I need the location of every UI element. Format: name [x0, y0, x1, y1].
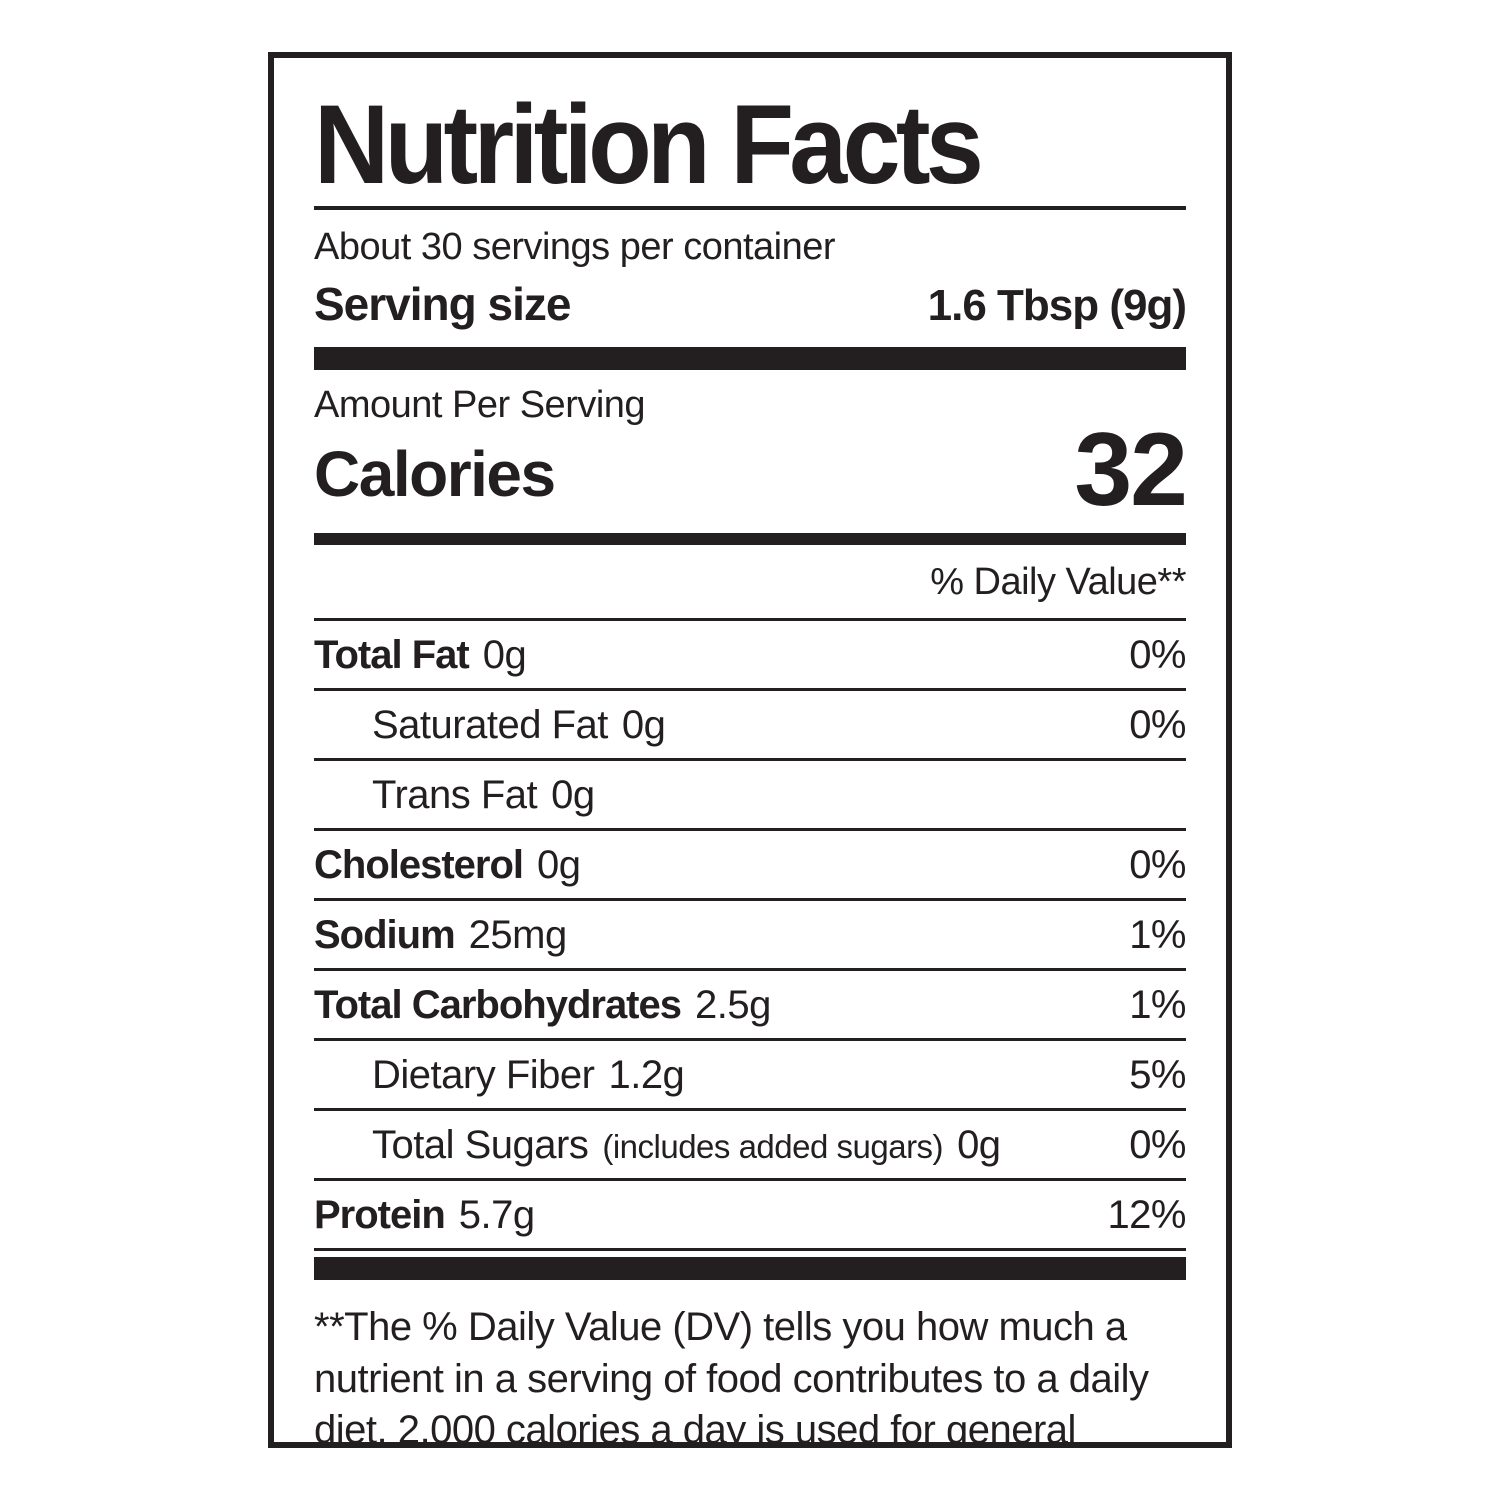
nutrition-facts-label: Nutrition Facts About 30 servings per co… — [268, 52, 1232, 1448]
nutrient-name: Sodium — [314, 913, 456, 958]
daily-value-footnote: **The % Daily Value (DV) tells you how m… — [314, 1305, 1149, 1448]
nutrient-name: Trans Fat — [372, 773, 538, 818]
nutrient-amount: 1.2g — [608, 1053, 685, 1098]
serving-size-label: Serving size — [314, 277, 571, 330]
nutrient-row-total-carbohydrates: Total Carbohydrates 2.5g 1% — [314, 971, 1186, 1042]
nutrient-dv: 1% — [1129, 913, 1186, 958]
nutrient-amount: 5.7g — [458, 1193, 535, 1238]
nutrient-row-dietary-fiber: Dietary Fiber 1.2g 5% — [314, 1041, 1186, 1112]
nutrient-dv: 0% — [1129, 633, 1186, 678]
section-bar-calories — [314, 533, 1186, 546]
nutrient-name: Protein — [314, 1193, 446, 1238]
nutrient-row-saturated-fat: Saturated Fat 0g 0% — [314, 691, 1186, 762]
nutrient-dv: 1% — [1129, 983, 1186, 1028]
section-bar-bottom — [314, 1257, 1186, 1281]
nutrient-amount: 0g — [957, 1123, 1001, 1168]
nutrient-dv: 5% — [1129, 1053, 1186, 1098]
nutrient-amount: 0g — [537, 843, 581, 888]
nutrient-dv: 12% — [1107, 1193, 1186, 1238]
nutrient-row-total-fat: Total Fat 0g 0% — [314, 621, 1186, 692]
nutrient-row-cholesterol: Cholesterol 0g 0% — [314, 831, 1186, 902]
calories-row: Calories 32 — [314, 411, 1188, 528]
nutrient-name: Saturated Fat — [372, 703, 608, 748]
nutrient-amount: 0g — [621, 703, 666, 748]
nutrient-amount: 0g — [482, 633, 527, 678]
nutrient-amount: 2.5g — [695, 983, 771, 1028]
nutrient-amount: 0g — [551, 773, 595, 818]
nutrient-row-protein: Protein 5.7g 12% — [314, 1181, 1186, 1252]
serving-size-row: Serving size 1.6 Tbsp (9g) — [314, 277, 1187, 331]
amount-per-serving-label: Amount Per Serving — [314, 383, 646, 426]
nutrient-row-sodium: Sodium 25mg 1% — [314, 901, 1186, 972]
calories-label: Calories — [314, 438, 556, 511]
nutrient-note: (includes added sugars) — [602, 1128, 944, 1166]
nutrient-name: Total Sugars — [372, 1123, 589, 1168]
daily-value-header: % Daily Value** — [314, 545, 1187, 622]
label-title: Nutrition Facts — [314, 82, 984, 207]
servings-per-container: About 30 servings per container — [314, 225, 836, 268]
nutrient-name: Total Carbohydrates — [314, 983, 682, 1028]
nutrient-name: Cholesterol — [314, 843, 524, 888]
nutrient-amount: 25mg — [468, 913, 568, 958]
serving-size-value: 1.6 Tbsp (9g) — [927, 280, 1187, 330]
section-bar-top — [314, 346, 1186, 370]
nutrient-dv: 0% — [1129, 703, 1186, 748]
nutrient-row-trans-fat: Trans Fat 0g — [314, 761, 1186, 832]
nutrient-row-total-sugars: Total Sugars (includes added sugars) 0g … — [314, 1111, 1186, 1182]
nutrient-name: Total Fat — [314, 633, 470, 678]
nutrient-name: Dietary Fiber — [372, 1053, 595, 1098]
title-divider — [314, 205, 1186, 210]
calories-value: 32 — [1074, 411, 1188, 528]
nutrient-dv: 0% — [1129, 1123, 1186, 1168]
nutrient-dv: 0% — [1129, 843, 1186, 888]
